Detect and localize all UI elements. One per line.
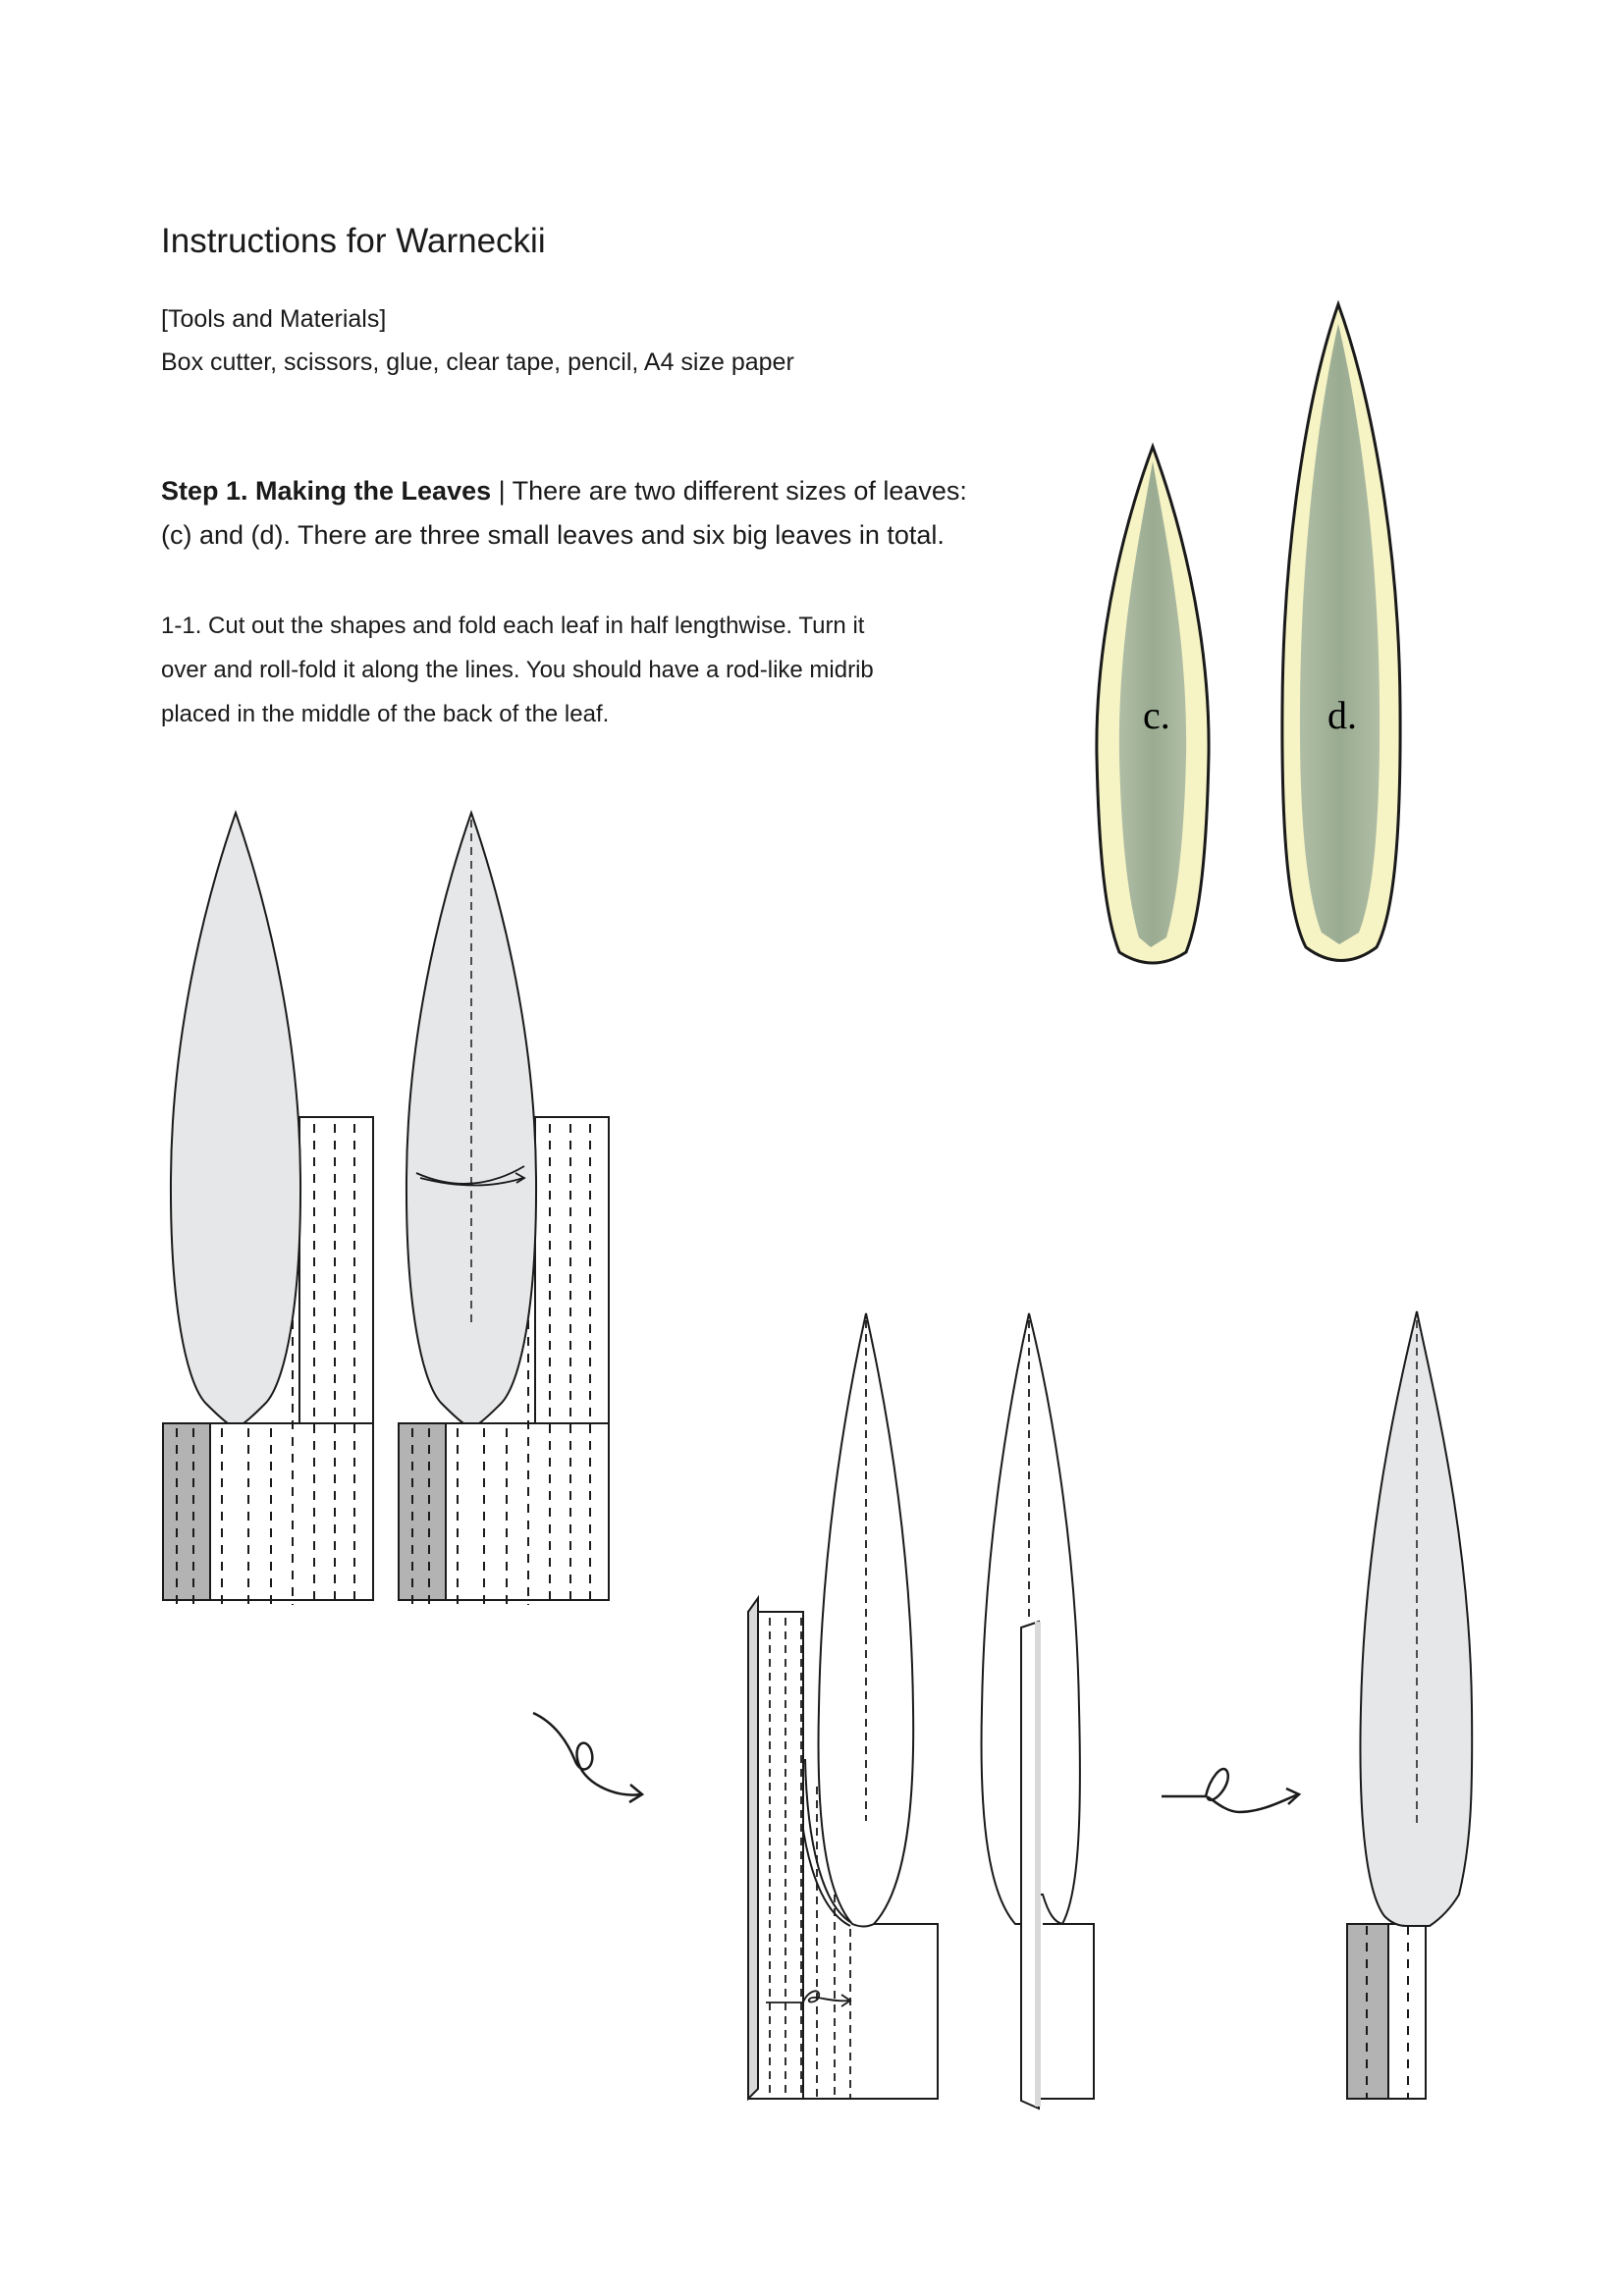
- diagram-finished-leaf: [1346, 1310, 1474, 2100]
- tools-heading: [Tools and Materials]: [161, 305, 387, 333]
- step-1-label: Step 1. Making the Leaves: [161, 476, 492, 506]
- diagram-roll-fold: [747, 1312, 939, 2102]
- diagram-fold-lengthwise: [398, 809, 610, 1605]
- substep-1-1: 1-1. Cut out the shapes and fold each le…: [161, 604, 947, 736]
- tools-section: [Tools and Materials] Box cutter, scisso…: [161, 297, 794, 384]
- step-1-separator: |: [491, 476, 513, 506]
- page-title: Instructions for Warneckii: [161, 222, 546, 260]
- substep-1-1-line-3: placed in the middle of the back of the …: [161, 701, 610, 727]
- step-1-description: Step 1. Making the Leaves | There are tw…: [161, 469, 967, 558]
- diagram-midrib-rod: [980, 1312, 1095, 2110]
- step-1-text-line-1: There are two different sizes of leaves:: [512, 476, 967, 506]
- flip-over-arrow-right: [1162, 1767, 1302, 1814]
- leaf-label-c: c.: [1143, 693, 1170, 737]
- substep-1-1-line-1: 1-1. Cut out the shapes and fold each le…: [161, 613, 865, 639]
- step-1-text-line-2: (c) and (d). There are three small leave…: [161, 520, 945, 550]
- substep-1-1-line-2: over and roll-fold it along the lines. Y…: [161, 657, 874, 683]
- flip-over-arrow-left: [532, 1711, 645, 1804]
- diagram-cut-out-leaf: [162, 809, 374, 1605]
- leaf-pattern-d: d.: [1280, 299, 1402, 962]
- tools-list: Box cutter, scissors, glue, clear tape, …: [161, 348, 794, 376]
- leaf-pattern-c: c.: [1095, 442, 1211, 965]
- leaf-label-d: d.: [1327, 693, 1357, 737]
